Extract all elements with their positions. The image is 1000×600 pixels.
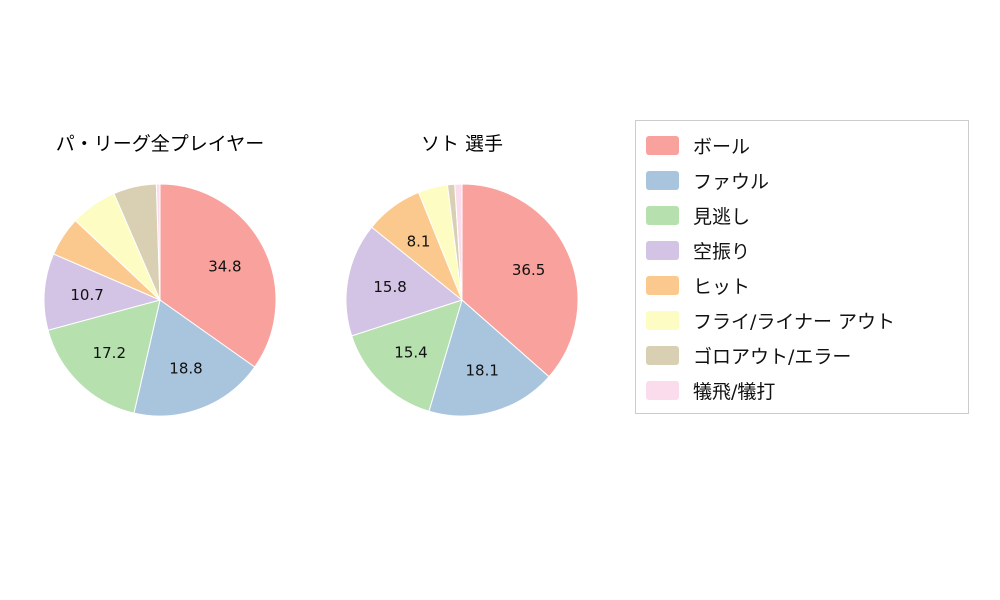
pie-slice-value-label: 34.8 bbox=[208, 258, 241, 276]
legend-swatch bbox=[646, 136, 679, 155]
legend-item: 空振り bbox=[646, 233, 968, 268]
pie-slice-見逃し bbox=[351, 299, 463, 412]
pie-slice-ボール bbox=[461, 183, 579, 378]
pie-slice-犠飛/犠打 bbox=[454, 183, 463, 301]
legend: ボールファウル見逃し空振りヒットフライ/ライナー アウト ゴロアウト/エラー 犠飛/… bbox=[635, 120, 969, 414]
legend-swatch bbox=[646, 171, 679, 190]
legend-item: ゴロアウト/エラー bbox=[646, 338, 968, 373]
left-pie: 34.8 18.8 17.2 10.7 bbox=[43, 183, 277, 417]
pie-slice-value-label: 8.1 bbox=[407, 233, 431, 251]
legend-item: ファウル bbox=[646, 163, 968, 198]
legend-item: ボール bbox=[646, 128, 968, 163]
pie-slice-ボール bbox=[159, 183, 277, 368]
pie-slice-犠飛/犠打 bbox=[155, 183, 161, 301]
legend-swatch bbox=[646, 381, 679, 400]
right-pie: 36.5 18.1 15.4 15.8 8.1 bbox=[345, 183, 579, 417]
right-pie-title: ソト 選手 bbox=[420, 133, 504, 155]
pie-slice-value-label: 15.4 bbox=[394, 344, 427, 362]
pie-slice-見逃し bbox=[47, 299, 161, 414]
pie-slice-空振り bbox=[345, 226, 464, 337]
pie-slice-value-label: 18.1 bbox=[465, 361, 498, 379]
pie-slice-value-label: 15.8 bbox=[373, 278, 406, 296]
legend-label: ゴロアウト/エラー bbox=[693, 346, 852, 368]
pie-slice-value-label: 17.2 bbox=[93, 344, 126, 362]
pie-slice-ファウル bbox=[133, 299, 256, 417]
legend-label: ファウル bbox=[693, 171, 770, 193]
legend-label: フライ/ライナー アウト bbox=[693, 311, 896, 333]
legend-item: 見逃し bbox=[646, 198, 968, 233]
legend-list: ボールファウル見逃し空振りヒットフライ/ライナー アウト ゴロアウト/エラー 犠飛/… bbox=[646, 128, 968, 408]
pie-slice-value-label: 10.7 bbox=[70, 286, 103, 304]
pie-slice-value-label: 18.8 bbox=[169, 360, 202, 378]
legend-swatch bbox=[646, 276, 679, 295]
legend-swatch bbox=[646, 311, 679, 330]
legend-swatch bbox=[646, 206, 679, 225]
pie-slice-ファウル bbox=[428, 299, 550, 417]
legend-item: 犠飛/犠打 bbox=[646, 373, 968, 408]
legend-label: ヒット bbox=[693, 276, 751, 298]
pie-slice-value-label: 36.5 bbox=[512, 261, 545, 279]
legend-swatch bbox=[646, 241, 679, 260]
legend-label: 空振り bbox=[693, 241, 751, 263]
pie-slice-空振り bbox=[43, 253, 162, 331]
legend-item: ヒット bbox=[646, 268, 968, 303]
legend-label: 犠飛/犠打 bbox=[693, 381, 776, 403]
legend-swatch bbox=[646, 346, 679, 365]
legend-item: フライ/ライナー アウト bbox=[646, 303, 968, 338]
legend-label: ボール bbox=[693, 136, 751, 158]
left-pie-title: パ・リーグ全プレイヤー bbox=[55, 133, 265, 155]
legend-label: 見逃し bbox=[693, 206, 751, 228]
